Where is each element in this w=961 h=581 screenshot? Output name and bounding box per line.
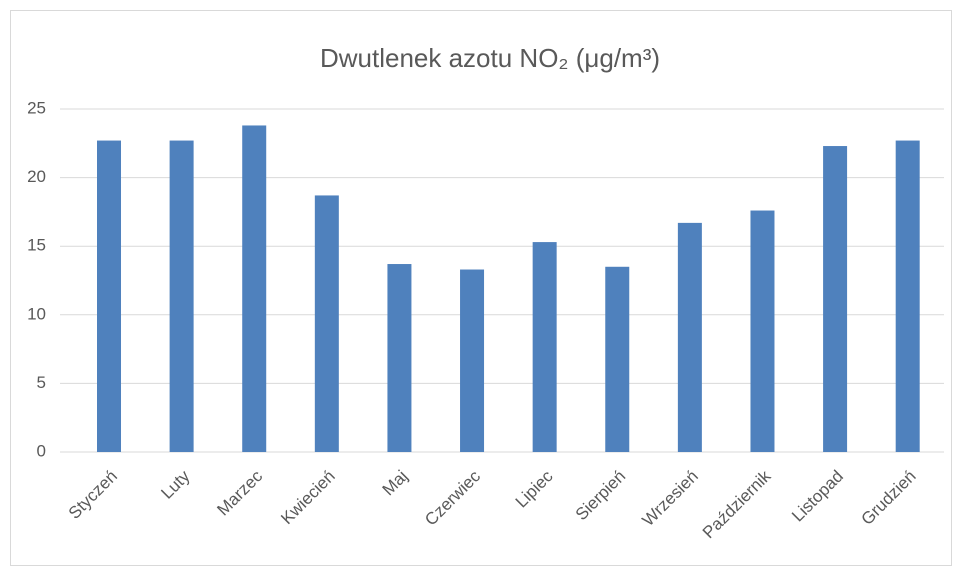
bar — [532, 242, 557, 452]
chart-title: Dwutlenek azotu NO₂ (μg/m³) — [320, 43, 660, 73]
bar — [750, 210, 775, 452]
bar — [242, 125, 267, 453]
bar — [677, 222, 702, 452]
bar — [314, 195, 339, 452]
bar — [895, 140, 920, 452]
y-tick-label: 20 — [27, 167, 46, 186]
bar — [97, 140, 122, 452]
bar — [460, 269, 485, 452]
bar — [169, 140, 194, 452]
bar — [823, 146, 848, 452]
y-tick-label: 10 — [27, 304, 46, 323]
y-tick-label: 25 — [27, 98, 46, 117]
bar — [605, 266, 630, 452]
bar — [387, 264, 412, 452]
y-tick-label: 0 — [37, 441, 46, 460]
y-tick-label: 5 — [37, 373, 46, 392]
y-tick-label: 15 — [27, 236, 46, 255]
